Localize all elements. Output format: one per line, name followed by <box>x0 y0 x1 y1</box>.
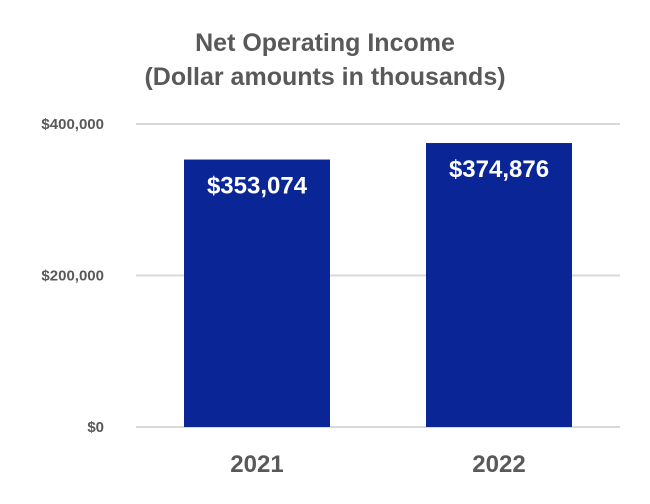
chart-title-line-1: Net Operating Income <box>195 29 455 57</box>
chart-subtitle: (Dollar amounts in thousands) <box>144 63 506 91</box>
data-label: $374,876 <box>449 156 549 183</box>
chart-title: Net Operating Income (Dollar amounts in … <box>0 26 650 94</box>
bar-2022 <box>426 143 572 427</box>
y-tick-label: $0 <box>87 419 104 436</box>
y-tick-label: $200,000 <box>41 268 104 285</box>
x-tick-label: 2022 <box>472 451 525 478</box>
y-tick-label: $400,000 <box>41 116 104 133</box>
bar-2021 <box>184 159 330 427</box>
x-tick-label: 2021 <box>230 451 283 478</box>
data-label: $353,074 <box>207 173 308 200</box>
